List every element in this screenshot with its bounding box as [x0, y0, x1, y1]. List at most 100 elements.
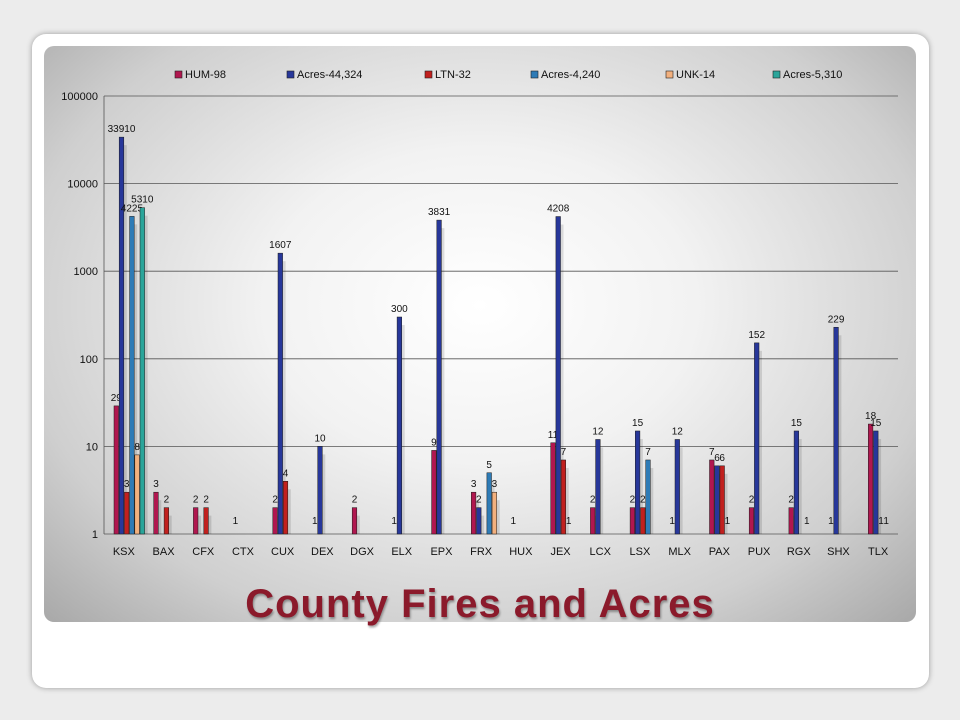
data-label: 1 [725, 516, 731, 527]
bar [431, 450, 437, 535]
bar-shadow [598, 447, 604, 534]
bar [590, 507, 596, 535]
legend-item: HUM-98 [174, 69, 226, 81]
data-label: 2 [630, 495, 636, 506]
data-label: 2 [193, 495, 199, 506]
legend-item: Acres-5,310 [772, 69, 842, 81]
data-label: 2 [476, 495, 482, 506]
bar [491, 491, 497, 535]
bar-shadow [143, 215, 148, 535]
bar-shadow [797, 438, 802, 534]
bar [793, 430, 799, 535]
bar [748, 507, 755, 535]
x-tick-label: BAX [153, 546, 176, 558]
x-tick-label: DEX [311, 546, 334, 558]
bar-shadow [320, 454, 326, 534]
bar-shadow [167, 515, 172, 534]
bar-shadow [638, 438, 643, 534]
bar [272, 507, 278, 535]
legend-swatch [665, 70, 674, 79]
data-label: 1 [511, 516, 517, 527]
bar [396, 316, 402, 535]
data-label: 1 [233, 516, 239, 527]
data-label: 8 [134, 442, 140, 453]
data-label: 15 [632, 418, 644, 429]
bar [635, 430, 641, 535]
legend-swatch [174, 70, 183, 79]
legend-label: Acres-5,310 [783, 69, 842, 81]
bar [317, 446, 323, 535]
data-label: 2 [640, 495, 646, 506]
data-label: 10 [314, 433, 326, 444]
data-label: 1 [391, 516, 397, 527]
bar [351, 507, 358, 535]
bar-shadow [722, 473, 728, 534]
y-tick-label: 100 [80, 354, 98, 366]
bar-shadow [564, 467, 569, 534]
x-tick-label: HUX [509, 546, 533, 558]
bar [277, 252, 283, 535]
data-label: 4225 [121, 203, 144, 214]
data-label: 2 [590, 495, 596, 506]
bar [436, 219, 442, 535]
bar-shadow [757, 350, 762, 534]
data-label: 5310 [131, 195, 154, 206]
data-label: 1 [828, 516, 834, 527]
bar [788, 507, 794, 535]
legend-label: LTN-32 [435, 69, 471, 81]
bar-shadow [281, 261, 286, 534]
bar-shadow [678, 447, 683, 534]
legend-label: HUM-98 [185, 69, 226, 81]
y-tick-label: 10000 [67, 179, 98, 191]
y-tick-label: 1 [92, 529, 98, 541]
y-tick-label: 1000 [74, 266, 98, 278]
bar-shadow [876, 438, 882, 534]
bar-shadow [836, 335, 842, 534]
bar-shadow [196, 515, 201, 534]
bar [595, 439, 601, 535]
bar [873, 430, 879, 535]
data-label: 1 [878, 516, 884, 527]
bar [560, 459, 566, 535]
bar-shadow [286, 489, 291, 534]
x-tick-label: SHX [827, 546, 850, 558]
bar-shadow [439, 228, 445, 534]
data-label: 4208 [547, 204, 570, 215]
bar [640, 507, 646, 535]
x-tick-label: KSX [113, 546, 136, 558]
data-label: 5 [486, 460, 492, 471]
legend-item: UNK-14 [665, 69, 715, 81]
bar-shadow [479, 515, 485, 534]
data-label: 7 [645, 447, 651, 458]
x-tick-label: PAX [709, 546, 731, 558]
bar-shadow [122, 145, 127, 534]
x-tick-label: CUX [271, 546, 295, 558]
bar [550, 442, 556, 535]
x-tick-label: ELX [391, 546, 412, 558]
data-label: 11 [548, 430, 559, 441]
data-label: 1 [669, 516, 675, 527]
legend-label: UNK-14 [676, 69, 715, 81]
data-label: 1 [804, 516, 810, 527]
legend-label: Acres-44,324 [297, 69, 362, 81]
x-tick-label: CFX [192, 546, 215, 558]
bar-shadow [156, 500, 162, 534]
slide-title: County Fires and Acres [245, 582, 715, 626]
legend-label: Acres-4,240 [541, 69, 600, 81]
legend-item: LTN-32 [424, 69, 471, 81]
bar [476, 507, 482, 535]
data-label: 15 [791, 418, 803, 429]
x-tick-label: EPX [430, 546, 453, 558]
bar [153, 491, 159, 535]
data-label: 3 [153, 479, 159, 490]
data-label: 3831 [428, 207, 451, 218]
x-tick-label: FRX [470, 546, 493, 558]
bar [486, 472, 492, 535]
data-label: 2 [352, 495, 358, 506]
bar [203, 507, 209, 535]
data-label: 4 [283, 468, 289, 479]
bar [163, 507, 169, 535]
bar [124, 491, 130, 535]
data-label: 2 [788, 495, 794, 506]
